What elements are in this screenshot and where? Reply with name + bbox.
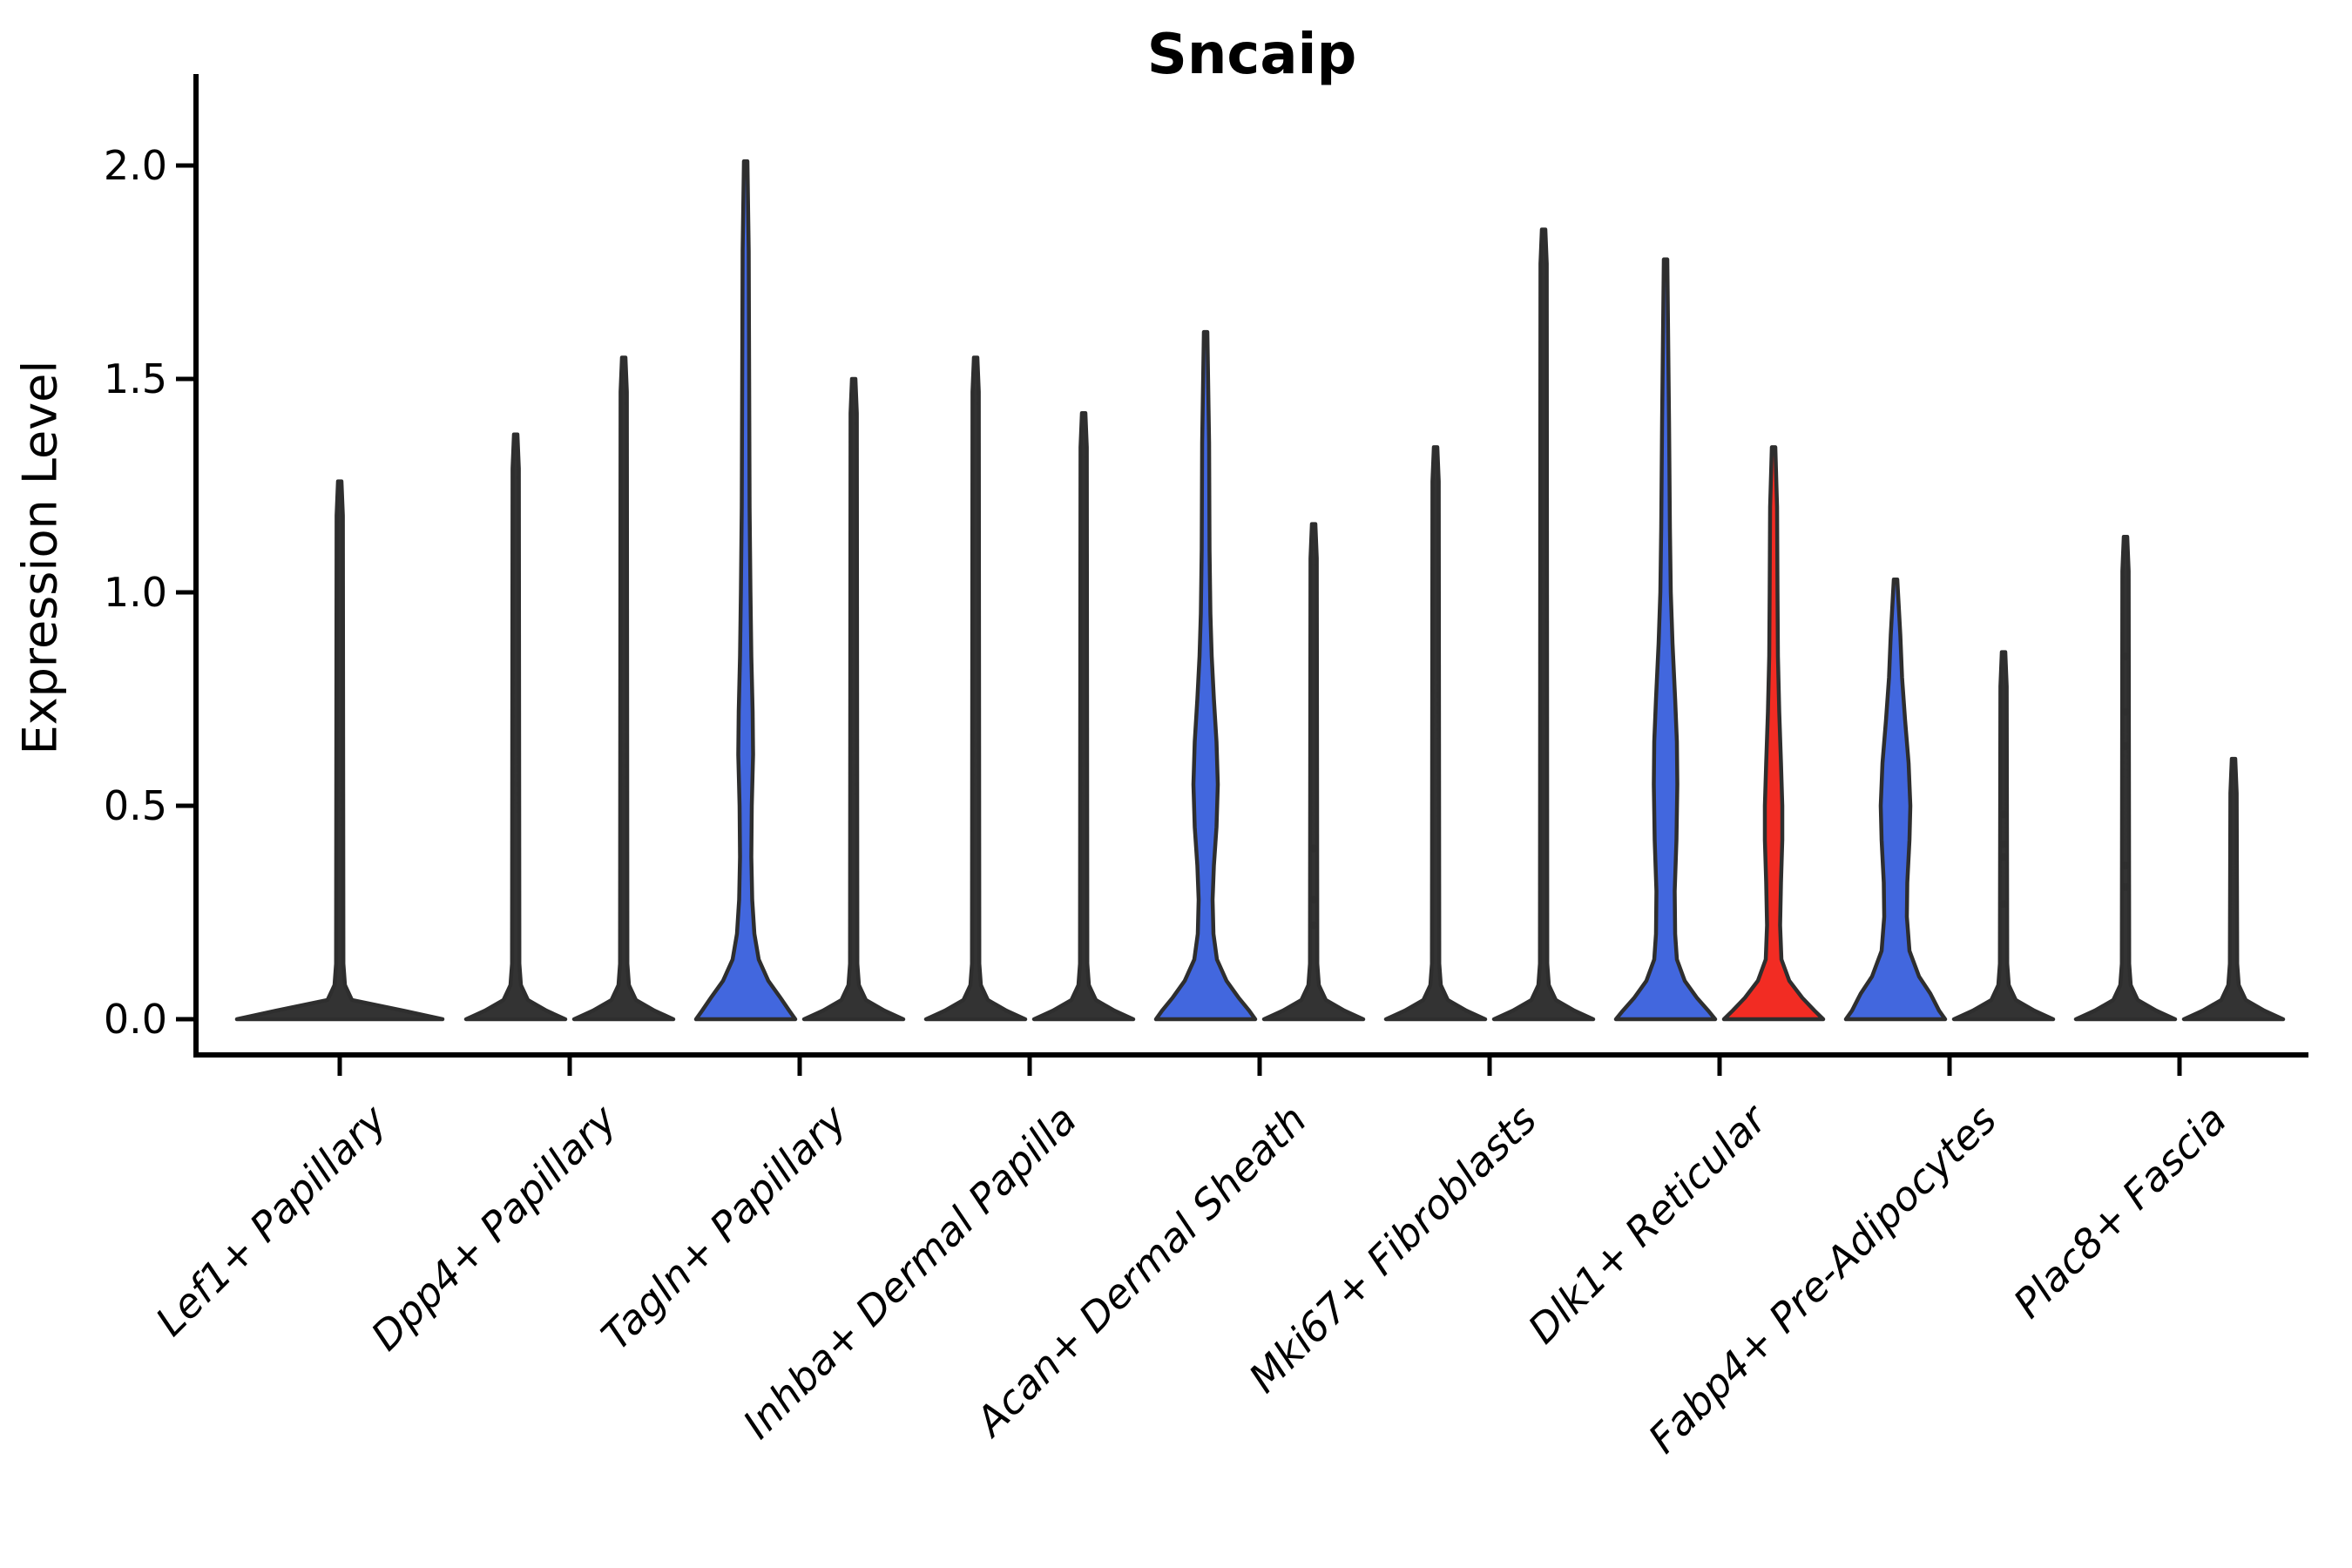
violin-4-right bbox=[1261, 522, 1366, 1022]
violin-1-left bbox=[463, 432, 568, 1022]
violin-8-right bbox=[2181, 756, 2286, 1022]
violin-6-right bbox=[1721, 445, 1826, 1022]
y-tick-label: 0.0 bbox=[103, 996, 167, 1043]
jitter-point bbox=[1309, 844, 1318, 853]
jitter-point bbox=[1999, 840, 2008, 848]
violin-7-left bbox=[1843, 578, 1948, 1022]
y-axis-label: Expression Level bbox=[12, 360, 68, 755]
violin-6-left bbox=[1613, 257, 1718, 1022]
jitter-point bbox=[2121, 707, 2130, 716]
jitter-point bbox=[2121, 741, 2130, 750]
violin-2-left bbox=[693, 159, 798, 1022]
violin-5-right bbox=[1491, 227, 1596, 1022]
jitter-point bbox=[1309, 921, 1318, 929]
violin-0-center bbox=[234, 479, 445, 1022]
jitter-point bbox=[2121, 652, 2130, 660]
violin-2-right bbox=[801, 376, 906, 1022]
violin-5-left bbox=[1383, 445, 1488, 1022]
jitter-point bbox=[1309, 896, 1318, 904]
jitter-point bbox=[1999, 900, 2008, 909]
chart-title: Sncaip bbox=[1146, 23, 1357, 87]
jitter-point bbox=[2121, 882, 2130, 891]
violin-7-right bbox=[1951, 650, 2056, 1022]
violin-1-right bbox=[571, 355, 676, 1022]
violin-8-left bbox=[2073, 535, 2178, 1022]
y-tick-label: 1.5 bbox=[103, 355, 167, 402]
violin-3-right bbox=[1031, 410, 1136, 1022]
jitter-point bbox=[1999, 853, 2008, 862]
y-tick-label: 1.0 bbox=[103, 569, 167, 616]
y-tick-label: 0.5 bbox=[103, 782, 167, 829]
jitter-point bbox=[2121, 862, 2130, 870]
y-tick-label: 2.0 bbox=[103, 142, 167, 189]
violin-3-left bbox=[923, 355, 1028, 1022]
jitter-point bbox=[1999, 810, 2008, 819]
violin-4-left bbox=[1153, 329, 1258, 1022]
